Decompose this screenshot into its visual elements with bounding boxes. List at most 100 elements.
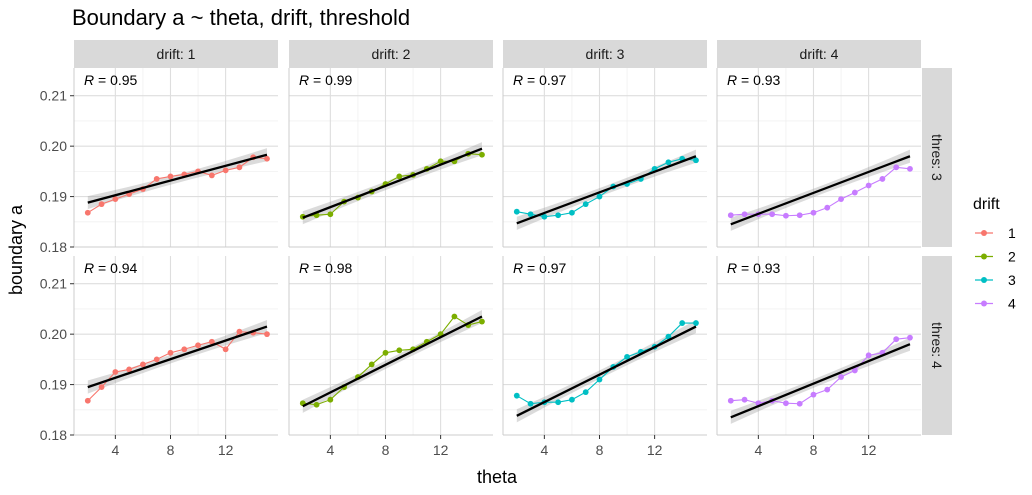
regression-line (302, 315, 483, 408)
data-point (838, 196, 844, 202)
col-strip-label-3: drift: 3 (586, 46, 625, 62)
data-point (851, 367, 858, 374)
data-point (569, 396, 575, 403)
legend-key-point (981, 253, 987, 260)
regression-line (87, 153, 268, 204)
data-point (865, 352, 872, 359)
data-point (264, 155, 270, 162)
data-point (236, 328, 243, 335)
panel-r2-c1: R = 0.94 (73, 256, 278, 436)
legend-item-4: 4 (975, 296, 1016, 312)
data-point (582, 201, 589, 208)
y-tick-label: 0.21 (40, 276, 67, 292)
r-annotation: R = 0.97 (513, 260, 567, 276)
panel-r1-c4: R = 0.93 (716, 68, 921, 248)
panel-r1-c1: R = 0.95 (73, 68, 278, 248)
x-tick-label: 12 (861, 442, 877, 458)
panel-r1-c3: R = 0.97 (502, 68, 707, 248)
data-point (368, 361, 375, 368)
legend-item-3: 3 (975, 272, 1016, 288)
data-point (596, 193, 603, 200)
col-strip-label-2: drift: 2 (372, 46, 411, 62)
data-point (810, 209, 817, 216)
r-annotation: R = 0.97 (513, 72, 567, 88)
r-annotation: R = 0.93 (727, 260, 781, 276)
panel-r2-c4: R = 0.93 (716, 256, 921, 436)
row-strip-label-1: thres: 3 (929, 134, 945, 181)
data-point (140, 361, 146, 368)
data-point (396, 173, 403, 180)
data-point (313, 401, 320, 408)
legend-key-point (981, 230, 987, 236)
data-point (527, 400, 534, 407)
row-strip-label-2: thres: 4 (929, 322, 945, 369)
data-point (783, 400, 789, 407)
chart-title: Boundary a ~ theta, drift, threshold (72, 5, 410, 30)
r-annotation: R = 0.95 (84, 72, 138, 88)
data-point (838, 374, 844, 380)
data-point (741, 396, 748, 403)
data-point (112, 369, 119, 375)
panels-layer: drift: 1 drift: 2 drift: 3 drift: 4 thres: 3… (40, 40, 952, 458)
data-point (479, 318, 485, 325)
r-annotation: R = 0.94 (84, 260, 138, 276)
x-tick-label: 4 (754, 442, 762, 458)
x-axis-title: theta (477, 467, 518, 487)
data-point (236, 164, 243, 171)
data-point (167, 349, 174, 356)
data-point (153, 356, 160, 363)
data-point (222, 346, 229, 353)
data-point (679, 320, 686, 326)
legend-title: drift (973, 196, 1000, 213)
data-point (796, 400, 803, 407)
data-point (222, 167, 229, 174)
col-strip-label-4: drift: 4 (800, 46, 839, 62)
data-point (527, 211, 534, 218)
data-point (84, 397, 91, 404)
data-point (824, 204, 831, 211)
series-line-1 (87, 331, 268, 402)
regression-line (302, 147, 483, 219)
data-point (327, 396, 334, 403)
col-strip-label-1: drift: 1 (157, 46, 196, 62)
y-tick-label: 0.20 (40, 326, 67, 342)
data-point (741, 211, 748, 218)
y-axis-title: boundary a (6, 204, 26, 295)
col-strip-4 (717, 40, 921, 68)
legend-item-2: 2 (975, 249, 1016, 265)
r-annotation: R = 0.98 (299, 260, 353, 276)
legend-label: 2 (1008, 249, 1016, 265)
y-tick-label: 0.21 (40, 88, 67, 104)
data-point (541, 213, 548, 220)
data-point (769, 211, 776, 218)
data-point (327, 211, 334, 218)
legend-label: 1 (1008, 225, 1016, 241)
data-point (437, 158, 444, 165)
data-point (98, 384, 105, 390)
data-point (396, 347, 403, 354)
data-point (907, 334, 913, 341)
data-point (879, 176, 886, 182)
regression-line (730, 343, 911, 419)
data-point (851, 189, 858, 196)
data-point (569, 209, 575, 216)
y-tick-label: 0.20 (40, 138, 67, 154)
x-tick-label: 4 (111, 442, 119, 458)
x-tick-label: 4 (326, 442, 334, 458)
data-point (98, 201, 105, 208)
col-strip-3 (503, 40, 707, 68)
legend-key-point (981, 277, 987, 283)
row-strip-1 (922, 68, 952, 247)
y-tick-label: 0.18 (40, 239, 67, 255)
data-point (153, 176, 160, 182)
data-point (693, 157, 699, 164)
data-point (810, 391, 817, 398)
regression-line (516, 155, 697, 225)
x-tick-label: 8 (382, 442, 390, 458)
legend-key-point (981, 300, 987, 307)
data-point (582, 389, 589, 396)
x-tick-label: 8 (810, 442, 818, 458)
data-point (451, 313, 458, 320)
series-line-2 (302, 315, 483, 406)
